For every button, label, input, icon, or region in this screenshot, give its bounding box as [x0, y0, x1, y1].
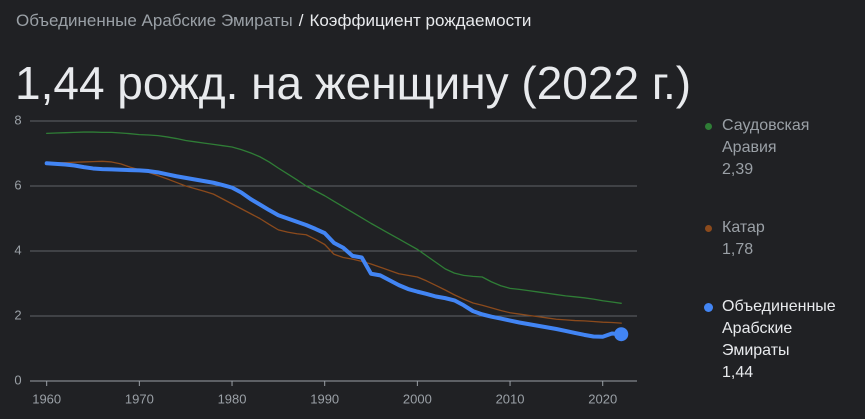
legend-dot [705, 225, 712, 232]
x-tick-label: 2010 [496, 391, 525, 406]
legend-entry[interactable]: Саудовская Аравия 2,39 [705, 115, 857, 181]
legend-value: 1,78 [722, 241, 754, 258]
legend-name: Объединенные Арабские Эмираты [722, 298, 836, 359]
legend-value: 2,39 [722, 161, 754, 178]
x-tick-label: 2000 [403, 391, 432, 406]
x-tick-label: 1980 [218, 391, 247, 406]
x-tick-label: 2020 [588, 391, 617, 406]
breadcrumb-link[interactable]: Объединенные Арабские Эмираты [16, 11, 293, 30]
legend-name: Саудовская Аравия [722, 117, 810, 156]
y-tick-label: 2 [14, 307, 21, 322]
headline: 1,44 рожд. на женщину (2022 г.) [15, 57, 692, 109]
legend-dot [704, 303, 713, 312]
series-line [44, 161, 624, 339]
breadcrumb-separator: / [298, 11, 304, 30]
y-tick-label: 6 [14, 177, 21, 192]
breadcrumb: Объединенные Арабские Эмираты / Коэффициен… [16, 11, 537, 31]
y-tick-label: 4 [14, 242, 21, 257]
x-tick-label: 1960 [32, 391, 61, 406]
legend-dot [705, 123, 712, 130]
y-tick-label: 0 [14, 372, 21, 387]
legend-entry[interactable]: Катар 1,78 [705, 217, 857, 261]
y-tick-label: 8 [14, 112, 21, 127]
legend-name: Катар [722, 219, 765, 236]
legend-entry[interactable]: Объединенные Арабские Эмираты 1,44 [704, 296, 857, 384]
breadcrumb-current: Коэффициент рождаемости [309, 11, 532, 30]
x-tick-label: 1990 [310, 391, 339, 406]
end-marker [614, 327, 629, 342]
x-tick-label: 1970 [125, 391, 154, 406]
series-line [46, 131, 622, 304]
legend-value: 1,44 [722, 364, 754, 381]
